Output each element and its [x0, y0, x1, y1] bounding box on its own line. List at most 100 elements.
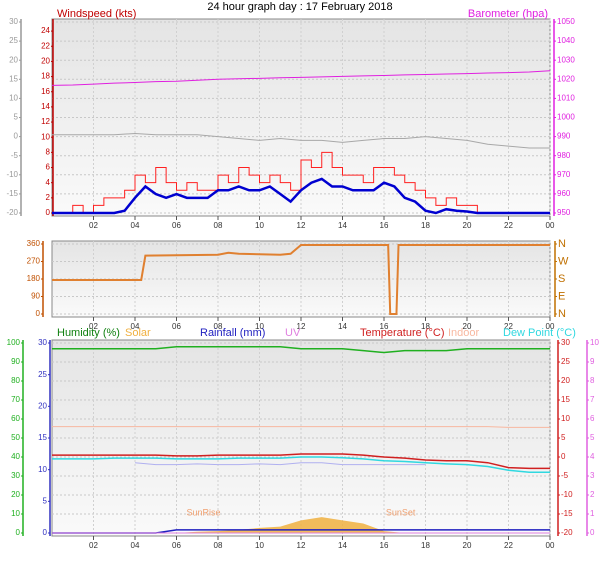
y-tick-label: 0 — [14, 132, 19, 141]
y-tick-label: 950 — [557, 208, 571, 217]
y-tick-label: -20 — [6, 208, 18, 217]
y-tick-label: -5 — [11, 151, 19, 160]
y-tick-label: 1030 — [557, 55, 575, 64]
line — [52, 453, 550, 470]
y-tick-label: 90 — [11, 357, 20, 366]
y-tick-label: 2 — [46, 193, 51, 202]
y-tick-label: N — [558, 238, 566, 250]
x-tick-label: 14 — [338, 541, 347, 550]
line — [134, 462, 426, 466]
y-tick-label: 25 — [38, 370, 47, 379]
y-tick-label: 16 — [41, 87, 50, 96]
y-tick-label: 9 — [590, 357, 595, 366]
y-tick-label: 5 — [43, 496, 48, 505]
y-tick-label: 20 — [38, 401, 47, 410]
y-tick-label: 30 — [11, 471, 20, 480]
y-tick-label: -20 — [561, 528, 573, 537]
y-tick-label: E — [558, 290, 565, 302]
y-tick-label: 990 — [557, 132, 571, 141]
y-tick-label: 80 — [11, 376, 20, 385]
x-tick-label: 04 — [131, 322, 140, 331]
y-tick-label: 20 — [41, 57, 50, 66]
x-tick-label: 16 — [380, 322, 389, 331]
y-tick-label: 60 — [11, 414, 20, 423]
y-tick-label: 30 — [561, 338, 570, 347]
x-tick-label: 04 — [131, 541, 140, 550]
y-tick-label: 8 — [590, 376, 595, 385]
y-tick-label: 0 — [36, 309, 41, 318]
x-tick-label: 02 — [89, 221, 98, 230]
y-tick-label: 30 — [9, 17, 18, 26]
y-tick-label: 20 — [561, 376, 570, 385]
line — [52, 456, 550, 473]
x-tick-label: 14 — [338, 322, 347, 331]
y-tick-label: 5 — [14, 113, 19, 122]
y-tick-label: 24 — [41, 26, 50, 35]
y-tick-label: 2 — [590, 490, 595, 499]
y-tick-label: -15 — [561, 509, 573, 518]
legend-entry: Rainfall (mm) — [200, 327, 265, 339]
y-tick-label: 1050 — [557, 17, 575, 26]
x-tick-label: 10 — [255, 541, 264, 550]
y-tick-label: 20 — [11, 490, 20, 499]
legend-entry: Temperature (°C) — [360, 327, 444, 339]
y-tick-label: 20 — [9, 55, 18, 64]
x-tick-label: 06 — [172, 541, 181, 550]
y-tick-label: 10 — [561, 414, 570, 423]
y-tick-label: 5 — [561, 433, 566, 442]
axis-label: Barometer (hpa) — [468, 8, 548, 20]
annotation: SunRise — [186, 507, 220, 517]
y-tick-label: -15 — [6, 189, 18, 198]
y-tick-label: 0 — [590, 528, 595, 537]
line — [52, 426, 550, 428]
y-tick-label: 14 — [41, 102, 50, 111]
y-tick-label: 270 — [27, 257, 41, 266]
legend-entry: UV — [285, 327, 301, 339]
line — [52, 346, 550, 354]
y-tick-label: 1000 — [557, 113, 575, 122]
y-tick-label: 70 — [11, 395, 20, 404]
y-tick-label: 25 — [561, 357, 570, 366]
y-tick-label: 0 — [46, 208, 51, 217]
line — [52, 177, 550, 215]
y-tick-label: W — [558, 255, 569, 267]
x-tick-label: 00 — [546, 322, 555, 331]
x-tick-label: 16 — [380, 541, 389, 550]
y-tick-label: 6 — [590, 414, 595, 423]
y-tick-label: -5 — [561, 471, 569, 480]
y-tick-label: 25 — [9, 36, 18, 45]
x-tick-label: 06 — [172, 221, 181, 230]
y-tick-label: 980 — [557, 151, 571, 160]
y-tick-label: 1020 — [557, 74, 575, 83]
axis-label: Windspeed (kts) — [57, 8, 136, 20]
y-tick-label: 0 — [43, 528, 48, 537]
line — [51, 70, 551, 86]
x-tick-label: 02 — [89, 322, 98, 331]
x-tick-label: 12 — [297, 221, 306, 230]
line — [52, 243, 550, 315]
y-tick-label: 180 — [27, 274, 41, 283]
y-tick-label: 15 — [9, 74, 18, 83]
y-tick-label: 15 — [561, 395, 570, 404]
legend-entry: Solar — [125, 327, 151, 339]
y-tick-label: 7 — [590, 395, 595, 404]
y-tick-label: 0 — [561, 452, 566, 461]
y-tick-label: 1040 — [557, 36, 575, 45]
x-tick-label: 20 — [463, 221, 472, 230]
title: 24 hour graph day : 17 February 2018 — [207, 1, 392, 13]
x-tick-label: 10 — [255, 221, 264, 230]
y-tick-label: 40 — [11, 452, 20, 461]
legend-entry: Dew Point (°C) — [503, 327, 576, 339]
x-tick-label: 22 — [504, 221, 513, 230]
line — [52, 133, 550, 149]
y-tick-label: 90 — [31, 292, 40, 301]
line — [52, 151, 550, 214]
y-tick-label: 5 — [590, 433, 595, 442]
x-tick-label: 02 — [89, 541, 98, 550]
y-tick-label: 15 — [38, 433, 47, 442]
x-tick-label: 10 — [255, 322, 264, 331]
legend-entry: Humidity (%) — [57, 327, 120, 339]
x-tick-label: 18 — [421, 322, 430, 331]
y-tick-label: 22 — [41, 41, 50, 50]
y-tick-label: 4 — [46, 178, 51, 187]
